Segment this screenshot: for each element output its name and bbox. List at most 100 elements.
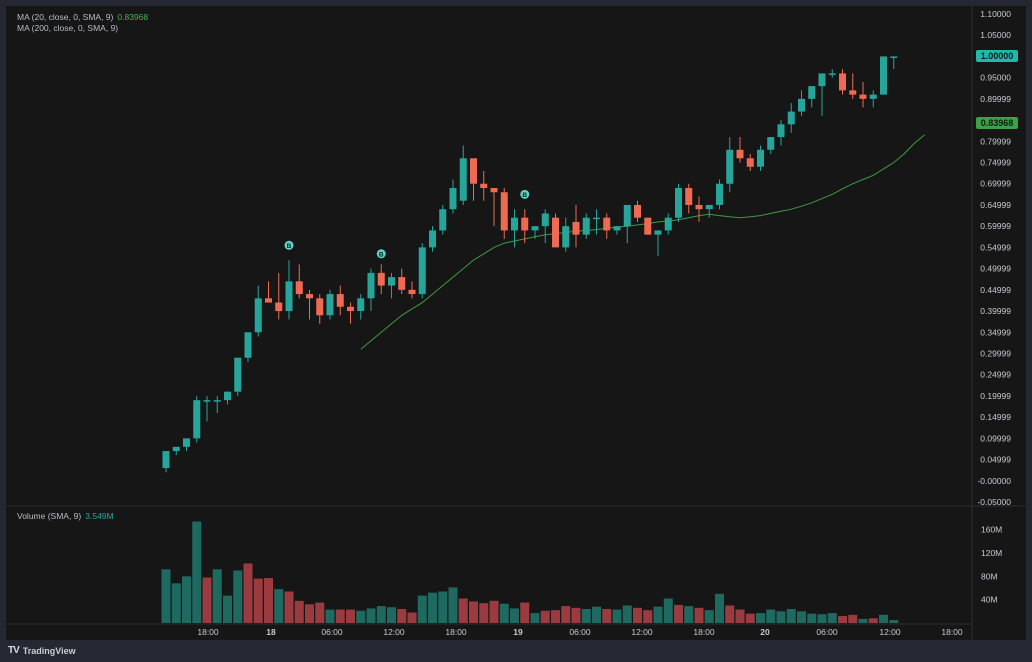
time-tick-label: 06:00 bbox=[569, 627, 591, 637]
candle bbox=[347, 302, 354, 324]
volume-bar bbox=[797, 611, 806, 623]
candle bbox=[388, 272, 395, 299]
candle-body bbox=[757, 149, 764, 167]
ma-lines bbox=[360, 134, 925, 350]
candle-body bbox=[521, 217, 529, 231]
legend-ma20-value: 0.83968 bbox=[117, 12, 149, 22]
chart-canvas[interactable]: B B B 1.10000 1.05000 1.00000 0.95000 0.89999 0… bbox=[6, 6, 1026, 640]
volume-bar bbox=[725, 605, 735, 623]
volume-bar bbox=[643, 610, 653, 623]
candle bbox=[162, 451, 170, 473]
candle bbox=[757, 145, 764, 172]
ma-value-label: 0.83968 bbox=[981, 118, 1014, 128]
volume-bar bbox=[756, 613, 765, 623]
candle bbox=[306, 289, 313, 320]
candle-body bbox=[244, 332, 252, 358]
candle-body bbox=[531, 226, 539, 231]
volume-bar bbox=[838, 616, 847, 623]
candle bbox=[726, 137, 734, 193]
candle-body bbox=[459, 158, 467, 201]
volume-bar bbox=[243, 563, 253, 623]
volume-bar bbox=[417, 595, 427, 623]
time-tick-label: 19 bbox=[513, 627, 523, 637]
candle-body bbox=[705, 204, 713, 210]
candle-body bbox=[685, 187, 693, 205]
candle bbox=[316, 294, 324, 324]
volume-bar bbox=[366, 608, 376, 623]
volume-bar bbox=[325, 609, 335, 623]
candle bbox=[531, 226, 539, 239]
candle bbox=[644, 217, 652, 235]
volume-bar bbox=[458, 598, 468, 623]
legend-ma20[interactable]: MA (20, close, 0, SMA, 9) 0.83968 bbox=[17, 12, 148, 22]
candle-body bbox=[818, 73, 826, 87]
candle-body bbox=[162, 451, 170, 469]
time-tick-label: 06:00 bbox=[321, 627, 343, 637]
candle bbox=[705, 204, 713, 218]
time-tick-label: 12:00 bbox=[879, 627, 901, 637]
candle bbox=[398, 268, 406, 295]
volume-bar bbox=[684, 606, 694, 623]
candle-body bbox=[224, 391, 231, 401]
candle bbox=[541, 209, 549, 244]
candle-body bbox=[234, 357, 242, 392]
candle-body bbox=[367, 272, 375, 299]
time-tick-label: 18:00 bbox=[445, 627, 467, 637]
volume-bar bbox=[202, 577, 212, 623]
candle bbox=[869, 90, 877, 108]
candle-body bbox=[480, 183, 488, 188]
candle-body bbox=[623, 204, 631, 227]
buy-marker-label: B bbox=[522, 192, 527, 199]
volume-bar bbox=[827, 613, 837, 623]
volume-tick-label: 120M bbox=[981, 548, 1002, 558]
candle bbox=[172, 446, 180, 456]
volume-tick-label: 40M bbox=[981, 595, 998, 605]
tradingview-logo[interactable]: TV TradingView bbox=[8, 645, 76, 656]
volume-bar bbox=[889, 620, 899, 623]
candle-body bbox=[562, 226, 570, 248]
candle-body bbox=[275, 302, 283, 312]
volume-bar bbox=[233, 570, 243, 623]
candle-body bbox=[183, 438, 190, 447]
candle bbox=[470, 158, 477, 201]
volume-bar bbox=[274, 589, 284, 623]
volume-bar bbox=[520, 602, 530, 623]
legend-ma200[interactable]: MA (200, close, 0, SMA, 9) bbox=[17, 23, 118, 33]
candle-body bbox=[777, 124, 785, 138]
volume-bar bbox=[499, 603, 509, 623]
candle bbox=[634, 200, 641, 222]
legend-volume-value: 3.549M bbox=[85, 511, 114, 521]
candle bbox=[367, 268, 375, 312]
legend-volume[interactable]: Volume (SMA, 9) 3.549M bbox=[17, 511, 114, 521]
candle bbox=[521, 209, 529, 244]
candle-body bbox=[541, 213, 549, 227]
volume-bar bbox=[264, 578, 273, 623]
candle bbox=[613, 226, 621, 235]
volume-bar bbox=[223, 595, 232, 623]
candle-body bbox=[213, 400, 221, 402]
candle bbox=[429, 226, 436, 252]
candle-body bbox=[347, 306, 354, 312]
candle-body bbox=[808, 86, 816, 99]
time-axis-labels: 18:00 18 06:00 12:00 18:00 19 06:00 12:00 18:00 2… bbox=[197, 627, 963, 637]
chart-frame: B B B 1.10000 1.05000 1.00000 0.95000 0.89999 0… bbox=[6, 6, 1026, 640]
volume-bar bbox=[315, 602, 325, 623]
candle bbox=[193, 395, 201, 443]
candle-body bbox=[664, 217, 672, 231]
candle-body bbox=[695, 204, 703, 210]
candle-body bbox=[593, 217, 600, 220]
volume-bar bbox=[356, 610, 366, 623]
volume-bar bbox=[376, 606, 386, 623]
price-tick-label: 0.74999 bbox=[980, 158, 1011, 168]
candle-body bbox=[265, 298, 272, 303]
volume-bar bbox=[745, 613, 755, 623]
candles bbox=[162, 56, 898, 473]
candle bbox=[777, 120, 785, 146]
candle bbox=[890, 56, 898, 70]
candle bbox=[244, 332, 252, 362]
candle-body bbox=[603, 217, 611, 231]
time-tick-label: 12:00 bbox=[631, 627, 653, 637]
candle-body bbox=[890, 56, 898, 58]
candle-body bbox=[254, 298, 262, 333]
volume-bar bbox=[817, 614, 827, 623]
